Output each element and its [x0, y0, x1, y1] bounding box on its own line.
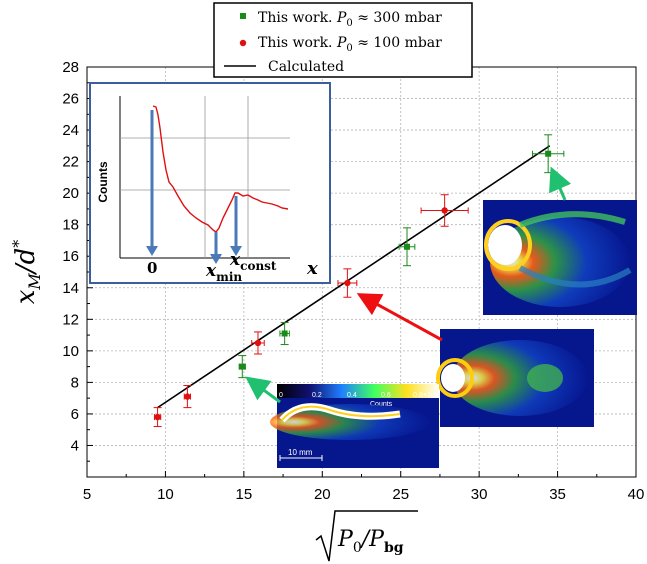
- inset-x-label: x: [306, 258, 318, 279]
- data-point-300mbar: [531, 134, 565, 174]
- y-tick-label: 28: [62, 59, 79, 76]
- y-tick-label: 20: [62, 185, 79, 202]
- legend-marker-100mbar: [239, 39, 247, 47]
- data-point-100mbar: [251, 331, 265, 355]
- inset-profile-chart: Counts 0 xmin xconst x: [89, 82, 331, 284]
- colorbar-tick-0: 0: [279, 392, 283, 399]
- scalebar-label: 10 mm: [288, 448, 313, 457]
- inset-profile-curve: [152, 105, 289, 233]
- colorbar-tick-0.6: 0.6: [381, 392, 391, 399]
- y-tick-label: 14: [62, 280, 79, 297]
- y-tick-label: 18: [62, 217, 79, 234]
- y-tick-label: 10: [62, 343, 79, 360]
- x-tick-label: 25: [392, 486, 409, 503]
- x-tick-label: 10: [157, 486, 174, 503]
- y-axis-label: xM/d*: [9, 240, 44, 304]
- x-tick-label: 35: [549, 486, 566, 503]
- series-layer: [153, 134, 565, 428]
- y-tick-labels: 4 6 8 10 12 14 16 18 20 22 24 26 28: [62, 59, 79, 454]
- calculated-line: [157, 145, 551, 409]
- plume-image-small: Counts 0 0.2 0.4 0.6 0.8 ×10⁴ 10 mm: [270, 384, 439, 468]
- data-point-100mbar: [420, 194, 469, 227]
- data-point-100mbar: [153, 407, 162, 428]
- data-point-300mbar: [238, 355, 247, 379]
- plume-image-medium: [436, 329, 594, 427]
- svg-text:xM/d*: xM/d*: [9, 240, 44, 304]
- y-tick-label: 8: [71, 374, 79, 391]
- annotation-arrows: [245, 166, 572, 404]
- x-axis-label: P0/Pbg: [315, 510, 418, 562]
- svg-text:P0/Pbg: P0/Pbg: [337, 527, 404, 556]
- inset-y-label: Counts: [96, 161, 110, 203]
- legend-label-100mbar: This work. P0 ≈ 100 mbar: [258, 35, 442, 54]
- x-tick-labels: 5 10 15 20 25 30 35 40: [83, 486, 645, 503]
- colorbar-tick-0.4: 0.4: [347, 392, 357, 399]
- data-point-100mbar: [183, 385, 192, 409]
- x-tick-label: 30: [471, 486, 488, 503]
- y-tick-label: 4: [71, 437, 79, 454]
- y-tick-label: 12: [62, 311, 79, 328]
- data-point-300mbar: [398, 227, 416, 267]
- colorbar-label: Counts: [370, 401, 393, 408]
- colorbar-exponent: ×10⁴: [423, 392, 438, 399]
- y-tick-label: 24: [62, 122, 79, 139]
- legend: This work. P0 ≈ 300 mbar This work. P0 ≈…: [213, 2, 473, 78]
- legend-label-calculated: Calculated: [268, 59, 344, 75]
- y-tick-label: 26: [62, 91, 79, 108]
- y-tick-label: 6: [71, 406, 79, 423]
- x-tick-label: 40: [628, 486, 645, 503]
- data-point-100mbar: [337, 268, 358, 298]
- y-tick-label: 22: [62, 154, 79, 171]
- colorbar-tick-0.8: 0.8: [413, 392, 423, 399]
- x-tick-label: 15: [236, 486, 253, 503]
- colorbar-tick-0.2: 0.2: [312, 392, 322, 399]
- y-tick-label: 16: [62, 248, 79, 265]
- x-tick-label: 5: [83, 486, 91, 503]
- inset-marker-0: 0: [147, 259, 157, 277]
- data-point-300mbar: [279, 321, 290, 346]
- legend-marker-300mbar: [240, 13, 246, 19]
- plume-image-large: [483, 200, 637, 315]
- x-tick-label: 20: [314, 486, 331, 503]
- legend-label-300mbar: This work. P0 ≈ 300 mbar: [258, 10, 442, 29]
